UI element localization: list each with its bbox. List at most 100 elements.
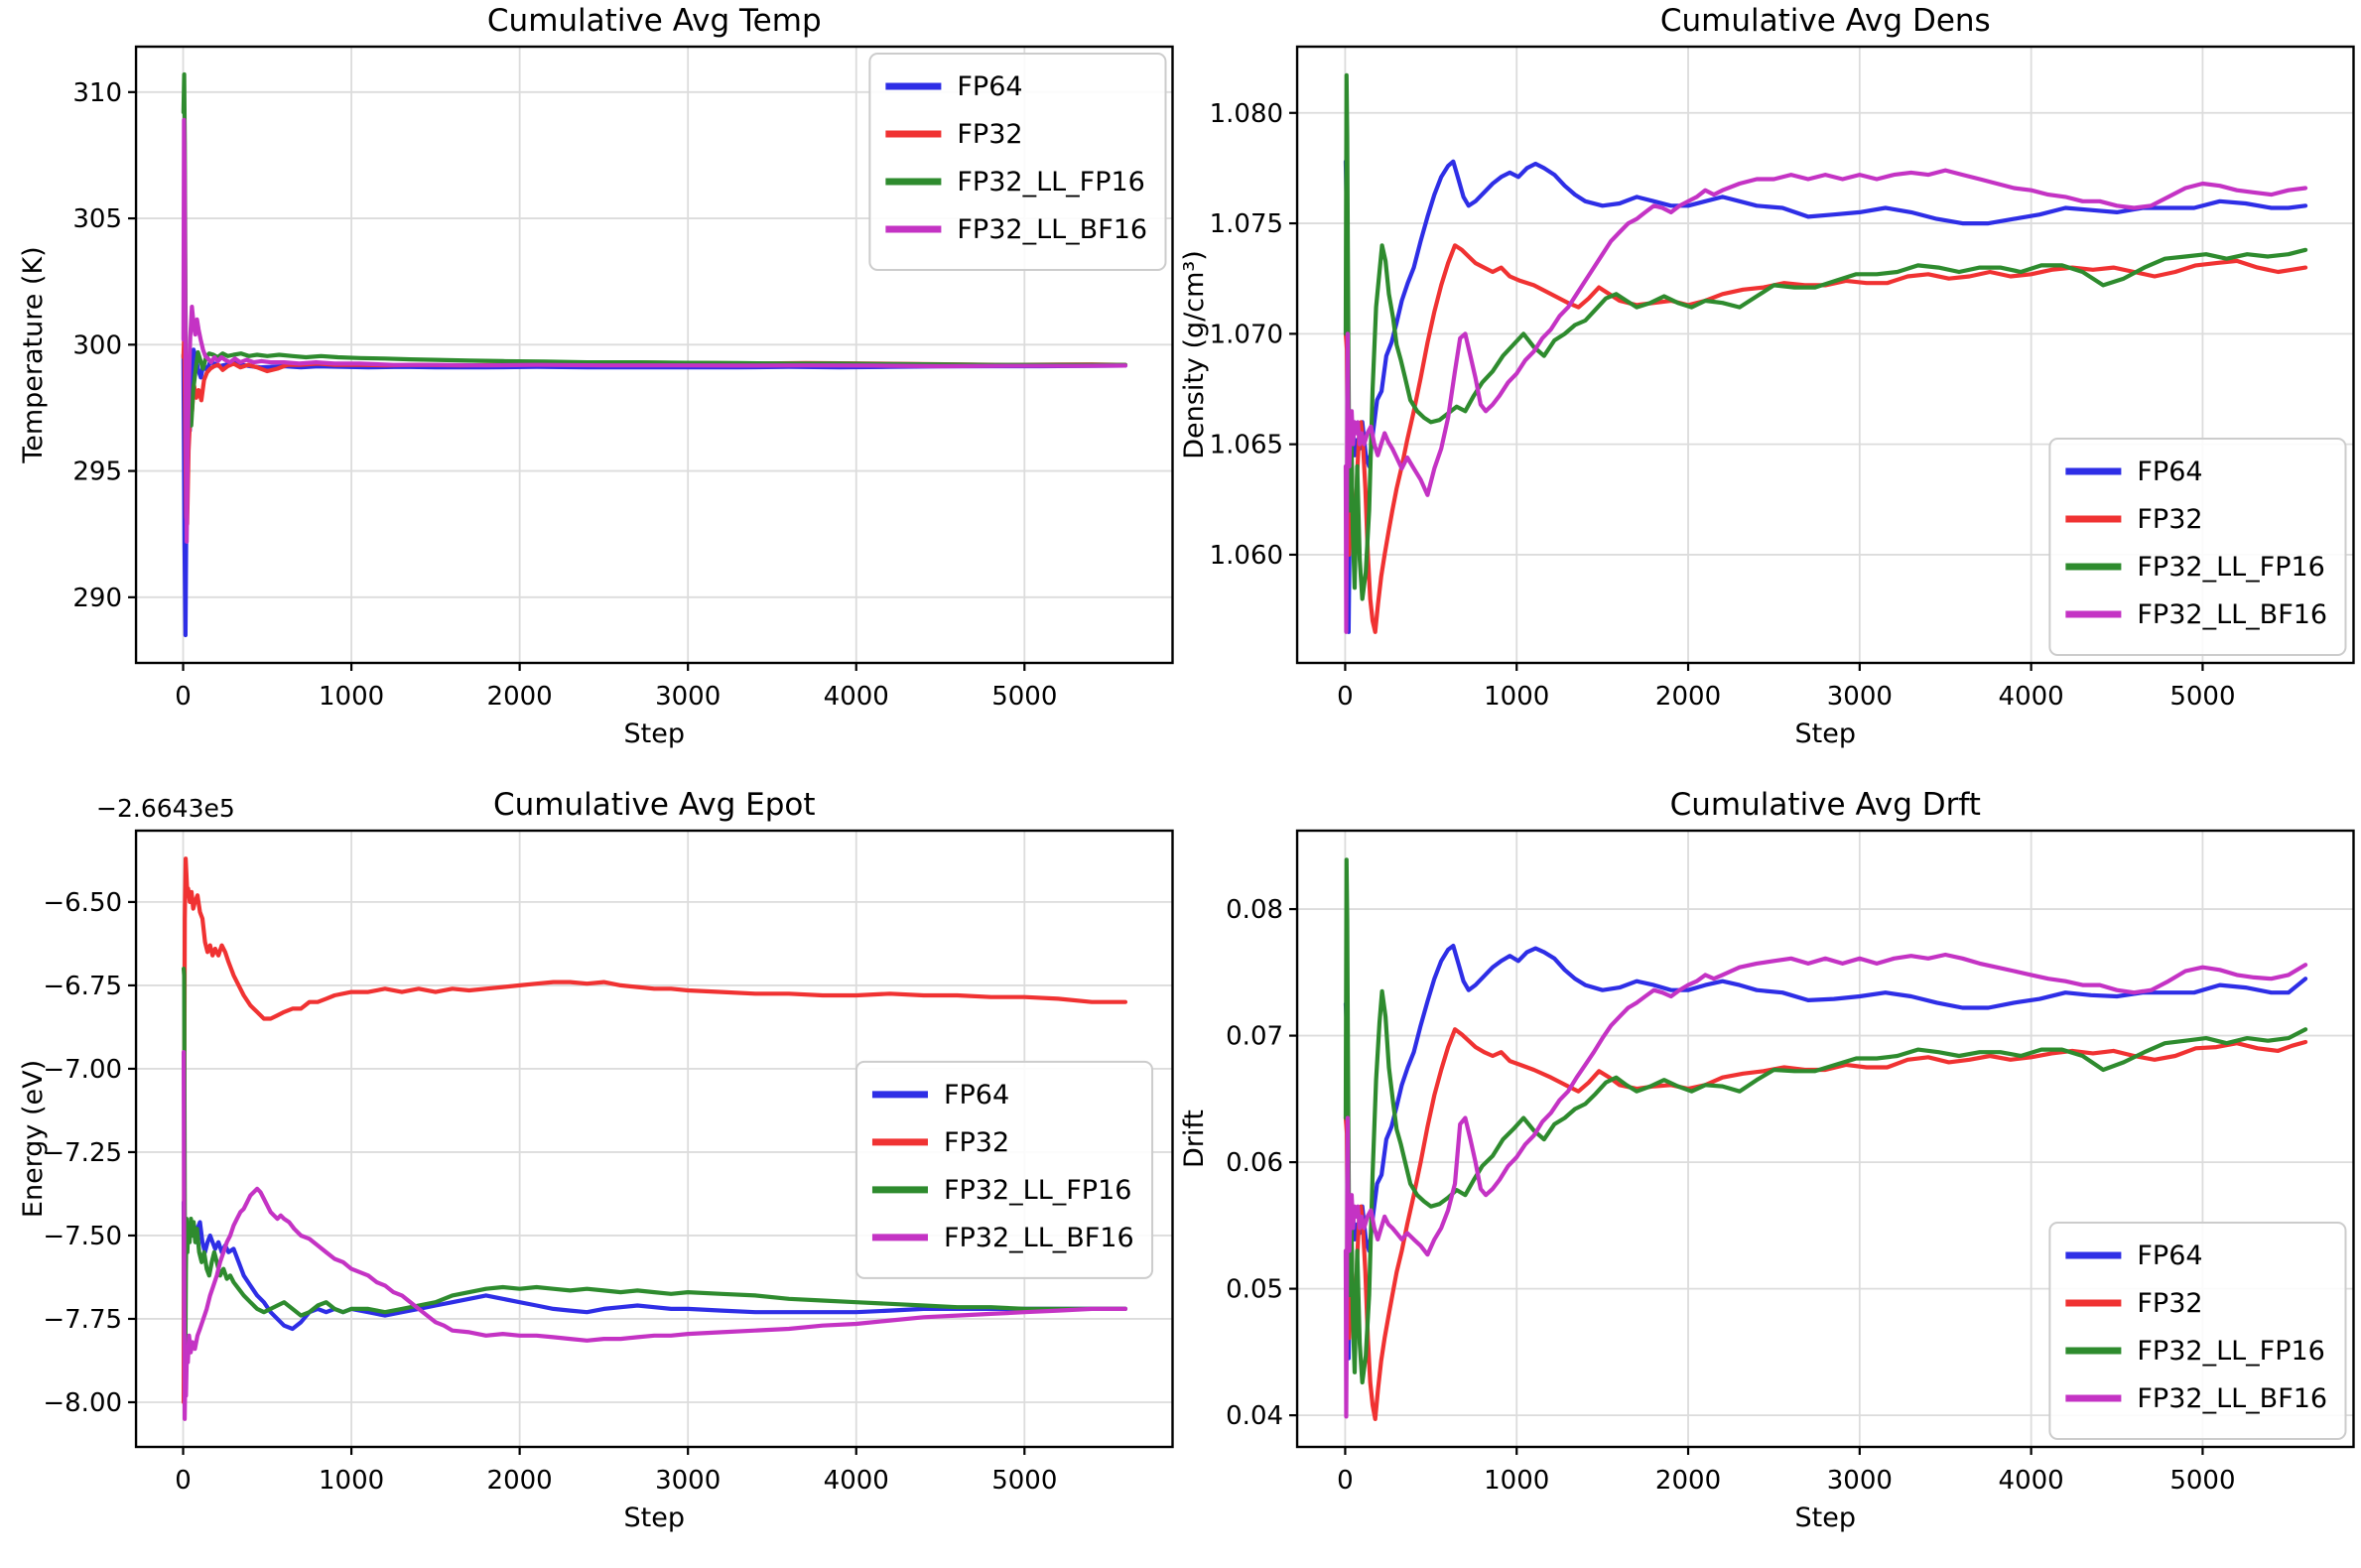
x-tick-label: 1000: [1484, 1466, 1549, 1496]
grid: [136, 831, 1173, 1447]
series-line-fp32_ll_bf16: [1343, 952, 2307, 1419]
y-tick-label: 1.070: [1209, 320, 1282, 349]
legend-label: FP32_LL_FP16: [944, 1175, 1131, 1206]
series-line-fp32: [181, 856, 1128, 1405]
x-tick-label: 2000: [1654, 1466, 1720, 1496]
y-tick-label: −7.00: [43, 1055, 122, 1085]
x-tick-label: 4000: [1998, 682, 2063, 712]
y-tick-label: 300: [72, 330, 122, 360]
series-line-fp32_ll_bf16: [181, 1050, 1128, 1421]
x-tick-label: 4000: [824, 1466, 889, 1496]
y-axis-label: Drift: [1181, 1110, 1210, 1168]
legend-frame: [868, 53, 1167, 271]
x-tick-label: 5000: [991, 1466, 1057, 1496]
chart-cumulative-avg-epot: 0 1000 2000 3000 4000 5000 −8.00 −7.75 −7.50 −7.2…: [0, 784, 1181, 1568]
chart-title: Cumulative Avg Dens: [1659, 3, 1990, 39]
legend-label: FP32_LL_BF16: [944, 1223, 1134, 1253]
legend-label: FP64: [944, 1080, 1009, 1111]
x-tick-label: 3000: [1826, 1466, 1892, 1496]
chart-cumulative-avg-temp: 0 1000 2000 3000 4000 5000 290 295 300 305 310 Cumu…: [0, 0, 1181, 784]
tick-marks: [128, 90, 1026, 671]
series-line-fp64: [181, 347, 1128, 638]
y-tick-label: −6.75: [43, 972, 122, 1001]
axes-spines: [1295, 45, 2355, 665]
legend: FP64 FP32 FP32_LL_FP16 FP32_LL_BF16: [2047, 438, 2346, 656]
x-tick-label: 5000: [2169, 1466, 2235, 1496]
x-axis-label: Step: [1794, 719, 1855, 749]
x-tick-label: 0: [1337, 682, 1354, 712]
legend: FP64 FP32 FP32_LL_FP16 FP32_LL_BF16: [854, 1060, 1154, 1279]
x-tick-label: 5000: [991, 682, 1057, 712]
legend-label: FP64: [957, 71, 1022, 102]
y-tick-label: 290: [72, 584, 122, 613]
legend-label: FP32_LL_BF16: [2137, 1383, 2327, 1414]
x-tick-label: 0: [1337, 1466, 1354, 1496]
chart-canvas-drft: 0 1000 2000 3000 4000 5000 0.04 0.05 0.06 0.07 0.0…: [1181, 787, 2355, 1533]
legend-label: FP64: [2137, 457, 2202, 487]
x-tick-label: 2000: [1654, 682, 1720, 712]
x-tick-label: 1000: [319, 1466, 384, 1496]
series-line-fp64: [1343, 943, 2307, 1361]
x-axis-label: Step: [624, 1503, 685, 1533]
series-line-fp64: [1343, 159, 2307, 634]
y-tick-label: 0.07: [1226, 1022, 1283, 1052]
series-line-fp32_ll_fp16: [1343, 857, 2307, 1385]
legend-label: FP32: [957, 119, 1022, 150]
series-line-fp32_ll_fp16: [1343, 72, 2307, 601]
y-axis-label: Energy (eV): [18, 1060, 49, 1218]
legend-label: FP32_LL_FP16: [2137, 552, 2324, 583]
y-tick-label: 310: [72, 78, 122, 108]
x-axis-label: Step: [1794, 1503, 1855, 1533]
y-tick-label: 0.05: [1226, 1275, 1283, 1305]
tick-marks: [1288, 111, 2204, 671]
legend: FP64 FP32 FP32_LL_FP16 FP32_LL_BF16: [868, 53, 1167, 271]
y-tick-label: 305: [72, 204, 122, 234]
y-axis-offset-text: −2.6643e5: [96, 794, 235, 823]
series-line-fp32_ll_fp16: [181, 71, 1128, 493]
grid: [1296, 831, 2353, 1447]
tick-marks: [128, 900, 1026, 1455]
series-group: [1343, 857, 2307, 1422]
y-tick-label: 1.075: [1209, 209, 1282, 239]
x-tick-label: 0: [175, 682, 192, 712]
legend-label: FP32_LL_FP16: [2137, 1336, 2324, 1367]
legend-label: FP32_LL_FP16: [957, 167, 1144, 197]
x-tick-label: 3000: [655, 1466, 721, 1496]
x-tick-label: 5000: [2169, 682, 2235, 712]
series-line-fp64: [181, 1200, 1128, 1405]
legend-frame: [2047, 438, 2346, 656]
legend-label: FP32: [944, 1127, 1009, 1158]
y-tick-label: −7.50: [43, 1222, 122, 1251]
x-tick-label: 4000: [824, 682, 889, 712]
y-tick-label: 1.060: [1209, 541, 1282, 571]
chart-title: Cumulative Avg Temp: [487, 3, 822, 39]
axes-spines: [1295, 829, 2355, 1449]
chart-cumulative-avg-drft: 0 1000 2000 3000 4000 5000 0.04 0.05 0.06 0.07 0.0…: [1181, 784, 2361, 1568]
legend-frame: [2047, 1222, 2346, 1440]
y-tick-label: 1.065: [1209, 431, 1282, 460]
series-line-fp32_ll_bf16: [181, 117, 1128, 544]
y-tick-label: −8.00: [43, 1388, 122, 1418]
axes-spines: [134, 45, 1174, 665]
series-group: [181, 71, 1128, 638]
x-tick-label: 1000: [1484, 682, 1549, 712]
y-tick-label: 295: [72, 457, 122, 487]
y-tick-label: 0.06: [1226, 1148, 1283, 1178]
y-tick-label: 1.080: [1209, 99, 1282, 129]
y-axis-label: Density (g/cm³): [1181, 250, 1210, 458]
y-tick-label: −7.75: [43, 1305, 122, 1335]
series-line-fp32_ll_fp16: [181, 967, 1128, 1388]
chart-cumulative-avg-dens: 0 1000 2000 3000 4000 5000 1.060 1.065 1.070 1.07…: [1181, 0, 2361, 784]
series-group: [1343, 72, 2307, 634]
y-tick-label: 0.08: [1226, 895, 1283, 925]
x-axis-label: Step: [624, 719, 685, 749]
y-tick-label: 0.04: [1226, 1401, 1283, 1431]
x-tick-label: 3000: [655, 682, 721, 712]
chart-title: Cumulative Avg Epot: [493, 787, 816, 823]
x-tick-label: 2000: [487, 1466, 553, 1496]
chart-title: Cumulative Avg Drft: [1669, 787, 1980, 823]
x-tick-label: 4000: [1998, 1466, 2063, 1496]
legend: FP64 FP32 FP32_LL_FP16 FP32_LL_BF16: [2047, 1222, 2346, 1440]
chart-canvas-temp: 0 1000 2000 3000 4000 5000 290 295 300 305 310 Cumu…: [18, 3, 1174, 749]
